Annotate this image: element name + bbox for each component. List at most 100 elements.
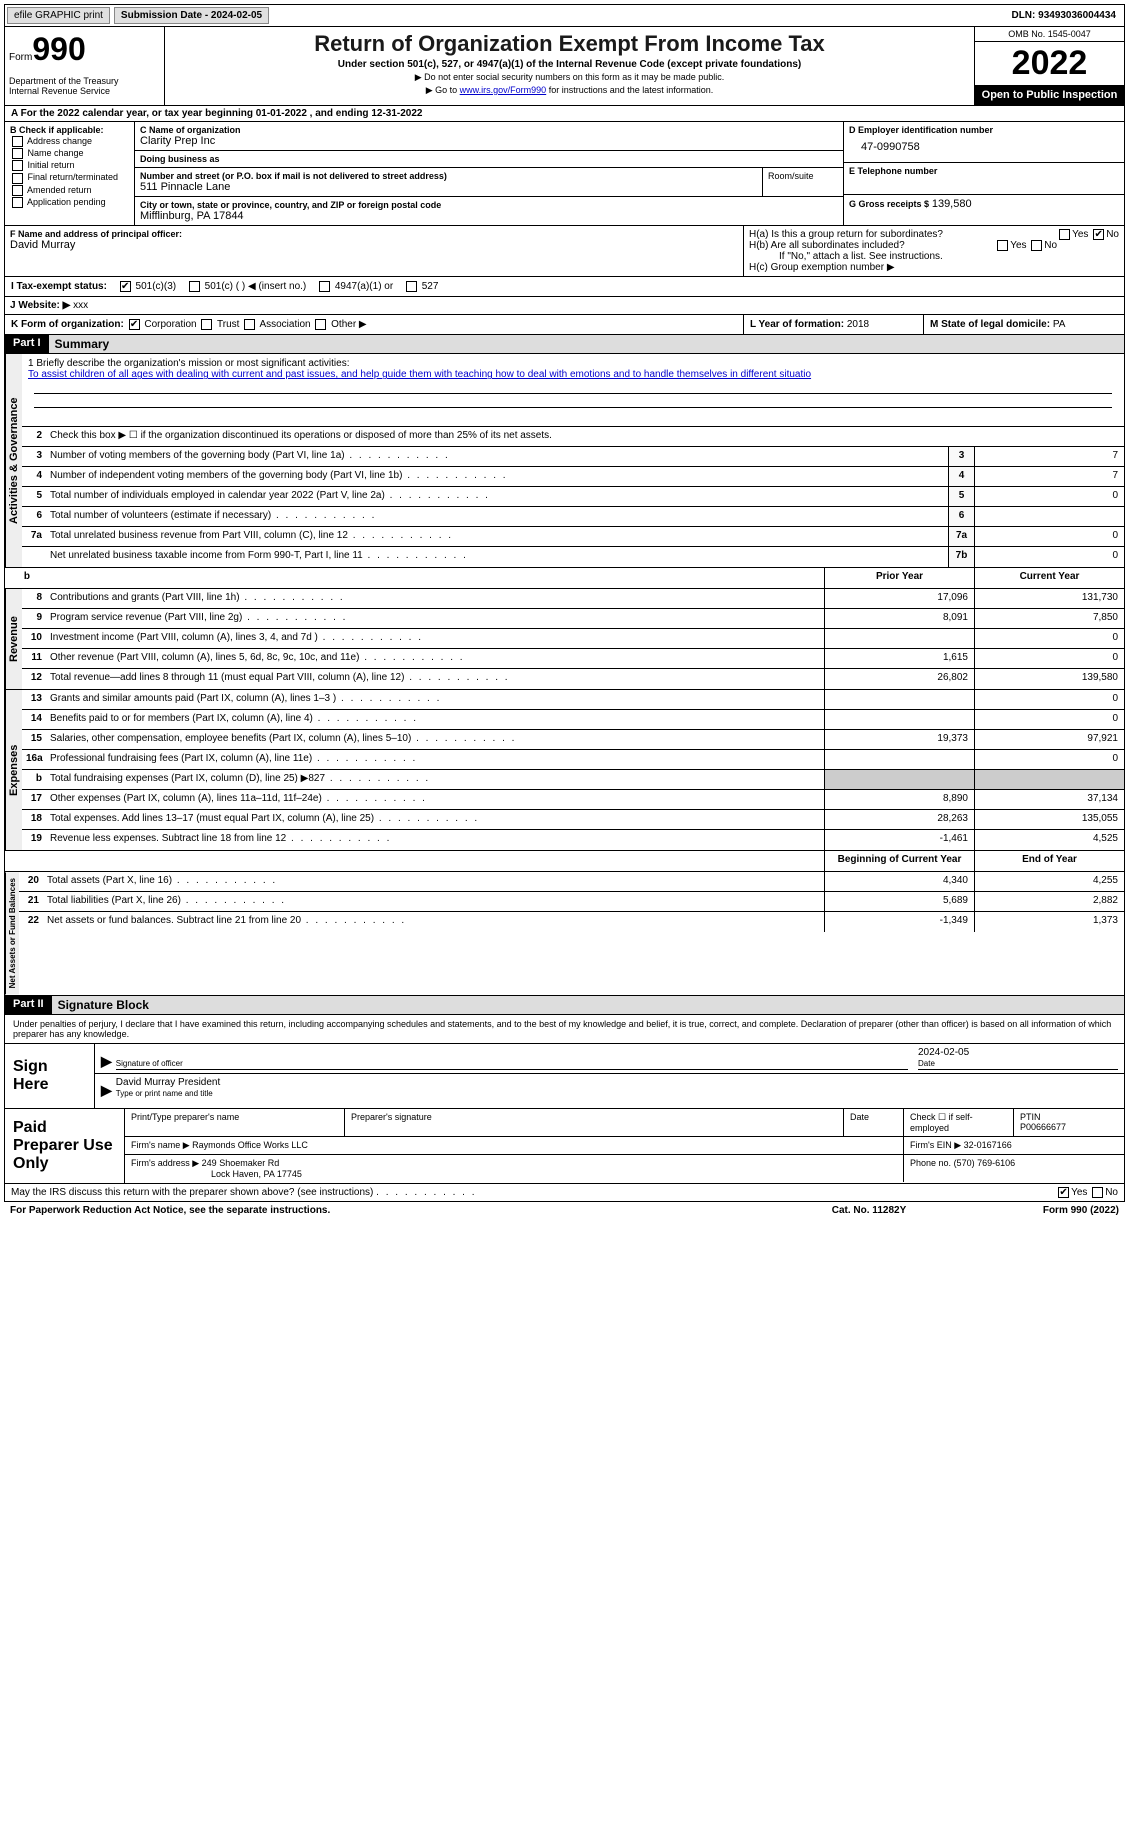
part1-header: Part I Summary	[4, 335, 1125, 354]
section-b: B Check if applicable: Address change Na…	[5, 122, 135, 225]
revenue-section: Revenue 8Contributions and grants (Part …	[4, 589, 1125, 690]
ein: 47-0990758	[849, 135, 1119, 159]
summary-line: bTotal fundraising expenses (Part IX, co…	[22, 770, 1124, 790]
part2-header: Part II Signature Block	[4, 996, 1125, 1015]
summary-line: 15Salaries, other compensation, employee…	[22, 730, 1124, 750]
officer-group-row: F Name and address of principal officer:…	[4, 226, 1125, 277]
period-row: A For the 2022 calendar year, or tax yea…	[4, 106, 1125, 122]
self-employed-check[interactable]: Check ☐ if self-employed	[904, 1109, 1014, 1136]
website: xxx	[73, 300, 88, 311]
summary-line: 19Revenue less expenses. Subtract line 1…	[22, 830, 1124, 850]
summary-line: 6Total number of volunteers (estimate if…	[22, 507, 1124, 527]
address-change-checkbox[interactable]	[12, 136, 23, 147]
form-note-1: ▶ Do not enter social security numbers o…	[169, 72, 970, 83]
assoc-checkbox[interactable]	[244, 319, 255, 330]
ein-label: D Employer identification number	[849, 125, 1119, 135]
other-checkbox[interactable]	[315, 319, 326, 330]
summary-line: 8Contributions and grants (Part VIII, li…	[22, 589, 1124, 609]
name-change-checkbox[interactable]	[12, 148, 23, 159]
form-subtitle: Under section 501(c), 527, or 4947(a)(1)…	[169, 59, 970, 70]
form-org-row: K Form of organization: Corporation Trus…	[4, 315, 1125, 335]
street-label: Number and street (or P.O. box if mail i…	[140, 171, 757, 181]
firm-name: Raymonds Office Works LLC	[192, 1140, 308, 1150]
efile-print-button[interactable]: efile GRAPHIC print	[7, 7, 110, 24]
irs-link[interactable]: www.irs.gov/Form990	[460, 85, 547, 95]
entity-info-row: B Check if applicable: Address change Na…	[4, 122, 1125, 226]
arrow-icon: ▶	[101, 1053, 112, 1070]
amended-return-checkbox[interactable]	[12, 185, 23, 196]
cat-no: Cat. No. 11282Y	[769, 1205, 969, 1216]
ha-no-checkbox[interactable]	[1093, 229, 1104, 240]
gross-receipts: 139,580	[932, 198, 972, 210]
gross-receipts-label: G Gross receipts $	[849, 199, 929, 209]
netassets-header-row: Beginning of Current Year End of Year	[4, 851, 1125, 872]
officer-name-title: David Murray President	[116, 1077, 220, 1088]
discuss-no-checkbox[interactable]	[1092, 1187, 1103, 1198]
summary-line: 20Total assets (Part X, line 16)4,3404,2…	[19, 872, 1124, 892]
firm-phone: (570) 769-6106	[954, 1158, 1016, 1168]
expenses-label: Expenses	[5, 690, 22, 850]
principal-officer: David Murray	[10, 239, 738, 251]
summary-line: 18Total expenses. Add lines 13–17 (must …	[22, 810, 1124, 830]
summary-line: 12Total revenue—add lines 8 through 11 (…	[22, 669, 1124, 689]
ptin: P00666677	[1020, 1122, 1066, 1132]
summary-line: 3Number of voting members of the governi…	[22, 447, 1124, 467]
summary-line: 7aTotal unrelated business revenue from …	[22, 527, 1124, 547]
paid-preparer-label: Paid Preparer Use Only	[5, 1109, 125, 1183]
summary-line: 10Investment income (Part VIII, column (…	[22, 629, 1124, 649]
hb-yes-checkbox[interactable]	[997, 240, 1008, 251]
firm-address: 249 Shoemaker Rd	[202, 1158, 280, 1168]
prior-year-header: Prior Year	[824, 568, 974, 588]
firm-city: Lock Haven, PA 17745	[131, 1169, 302, 1179]
application-pending-checkbox[interactable]	[12, 197, 23, 208]
mission-text: To assist children of all ages with deal…	[28, 369, 811, 380]
final-return-checkbox[interactable]	[12, 173, 23, 184]
perjury-declaration: Under penalties of perjury, I declare th…	[5, 1015, 1124, 1043]
initial-return-checkbox[interactable]	[12, 160, 23, 171]
begin-year-header: Beginning of Current Year	[824, 851, 974, 871]
line-b: b	[10, 568, 34, 588]
summary-line: 5Total number of individuals employed in…	[22, 487, 1124, 507]
hb-no-checkbox[interactable]	[1031, 240, 1042, 251]
dln: DLN: 93493036004434	[1011, 10, 1122, 21]
summary-line: 21Total liabilities (Part X, line 26)5,6…	[19, 892, 1124, 912]
4947-checkbox[interactable]	[319, 281, 330, 292]
form-note-2: ▶ Go to www.irs.gov/Form990 for instruct…	[169, 85, 970, 96]
preparer-sig-label: Preparer's signature	[345, 1109, 844, 1136]
corp-checkbox[interactable]	[129, 319, 140, 330]
signature-section: Under penalties of perjury, I declare th…	[4, 1015, 1125, 1184]
room-suite-label: Room/suite	[763, 168, 843, 196]
trust-checkbox[interactable]	[201, 319, 212, 330]
phone-label: E Telephone number	[849, 166, 1119, 176]
omb-number: OMB No. 1545-0047	[975, 27, 1124, 42]
section-h: H(a) Is this a group return for subordin…	[744, 226, 1124, 276]
sig-date: 2024-02-05	[918, 1047, 969, 1058]
form-title: Return of Organization Exempt From Incom…	[169, 31, 970, 57]
tax-year: 2022	[975, 42, 1124, 85]
mission-label: 1 Briefly describe the organization's mi…	[28, 358, 1118, 369]
netassets-label: Net Assets or Fund Balances	[5, 872, 19, 994]
revenue-header-row: b Prior Year Current Year	[4, 568, 1125, 589]
preparer-name-label: Print/Type preparer's name	[125, 1109, 345, 1136]
governance-section: Activities & Governance 1 Briefly descri…	[4, 354, 1125, 568]
summary-line: 16aProfessional fundraising fees (Part I…	[22, 750, 1124, 770]
sign-here-label: Sign Here	[5, 1044, 95, 1108]
527-checkbox[interactable]	[406, 281, 417, 292]
street: 511 Pinnacle Lane	[140, 181, 757, 193]
firm-ein: 32-0167166	[964, 1140, 1012, 1150]
org-name-label: C Name of organization	[140, 125, 838, 135]
ha-yes-checkbox[interactable]	[1059, 229, 1070, 240]
summary-line: 13Grants and similar amounts paid (Part …	[22, 690, 1124, 710]
year-formation: 2018	[847, 319, 869, 330]
current-year-header: Current Year	[974, 568, 1124, 588]
summary-line: 22Net assets or fund balances. Subtract …	[19, 912, 1124, 932]
summary-line: 4Number of independent voting members of…	[22, 467, 1124, 487]
501c3-checkbox[interactable]	[120, 281, 131, 292]
501c-checkbox[interactable]	[189, 281, 200, 292]
form-label: Form	[9, 52, 32, 63]
dept-label: Department of the Treasury Internal Reve…	[9, 76, 160, 96]
netassets-section: Net Assets or Fund Balances 20Total asse…	[4, 872, 1125, 995]
dba-label: Doing business as	[140, 154, 838, 164]
state-domicile: PA	[1053, 319, 1066, 330]
discuss-yes-checkbox[interactable]	[1058, 1187, 1069, 1198]
